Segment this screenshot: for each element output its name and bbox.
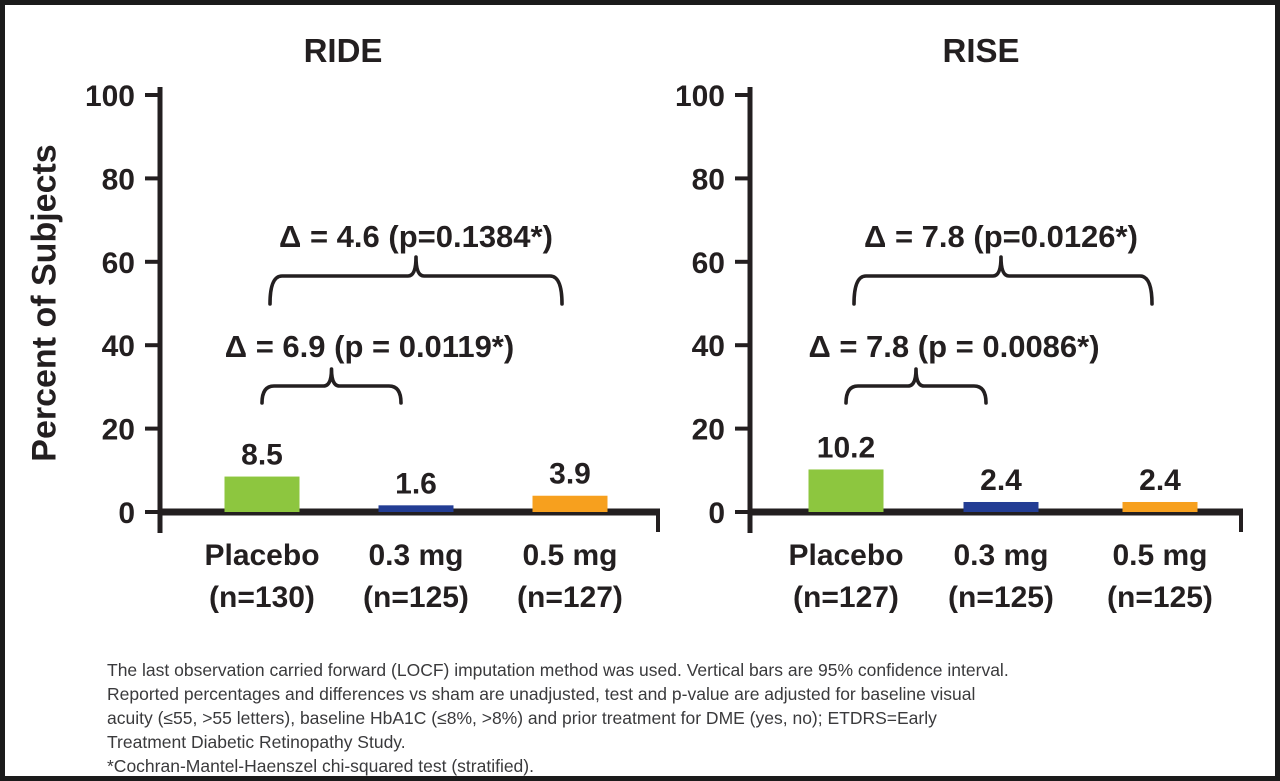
bar-charts-canvas: RIDE 0 20 40 60 80 100 8.5 Placebo (n=130) 1.6 0.3 … [85,32,1243,614]
chart-title-ride: RIDE [304,32,383,69]
delta-annotation-lower: Δ = 6.9 (p = 0.0119*) [225,329,514,364]
category-sublabel: (n=125) [948,581,1054,614]
chart-rise: RISE 0 20 40 60 80 100 10.2 Placebo (n=127) 2.4 0.3… [675,32,1243,614]
y-tick-label: 100 [675,80,725,113]
category-sublabel: (n=125) [1107,581,1213,614]
comparison-brace-lower [260,367,403,405]
comparison-brace-upper [268,255,564,306]
y-tick-label: 0 [708,497,725,530]
bar-value-label: 3.9 [549,458,591,491]
category-label: Placebo [788,539,903,572]
footnote-line: acuity (≤55, >55 letters), baseline HbA1… [107,708,937,728]
category-label: Placebo [204,539,319,572]
footnote-line: Reported percentages and differences vs … [107,684,976,704]
footnote-line: Treatment Diabetic Retinopathy Study. [107,732,406,752]
bar-rise-0-3-mg [963,501,1039,512]
delta-annotation-upper: Δ = 4.6 (p=0.1384*) [279,219,553,254]
bar-ride-0-5-mg [532,495,608,512]
y-tick-label: 80 [102,163,135,196]
bar-value-label: 2.4 [980,464,1022,497]
category-sublabel: (n=130) [209,581,315,614]
bar-ride-placebo [224,476,300,512]
delta-annotation-lower: Δ = 7.8 (p = 0.0086*) [808,329,1099,364]
category-label: 0.5 mg [522,539,617,572]
category-label: 0.5 mg [1112,539,1207,572]
footnote-block: The last observation carried forward (LO… [107,658,1207,776]
y-axis-label: Percent of Subjects [25,144,64,462]
category-sublabel: (n=125) [363,581,469,614]
y-tick-label: 60 [692,247,725,280]
y-tick-label: 20 [102,414,135,447]
chart-title-rise: RISE [942,32,1019,69]
bar-value-label: 1.6 [395,467,437,500]
bar-rise-0-5-mg [1122,501,1198,512]
y-tick-label: 40 [102,330,135,363]
y-tick-label: 100 [85,80,135,113]
y-tick-label: 40 [692,330,725,363]
bar-ride-0-3-mg [378,505,454,512]
bar-rise-placebo [808,469,884,512]
y-tick-label: 80 [692,163,725,196]
y-tick-label: 20 [692,414,725,447]
delta-annotation-upper: Δ = 7.8 (p=0.0126*) [864,219,1138,254]
footnote-line: *Cochran-Mantel-Haenszel chi-squared tes… [107,756,534,776]
bar-value-label: 8.5 [241,439,283,472]
comparison-brace-lower [844,367,988,405]
bar-value-label: 2.4 [1139,464,1181,497]
bar-value-label: 10.2 [817,431,875,464]
y-tick-label: 60 [102,247,135,280]
y-tick-label: 0 [118,497,135,530]
category-sublabel: (n=127) [517,581,623,614]
category-label: 0.3 mg [368,539,463,572]
category-sublabel: (n=127) [793,581,899,614]
footnote-line: The last observation carried forward (LO… [107,660,1009,680]
comparison-brace-upper [852,255,1154,306]
category-label: 0.3 mg [953,539,1048,572]
chart-ride: RIDE 0 20 40 60 80 100 8.5 Placebo (n=130) 1.6 0.3 … [85,32,660,614]
